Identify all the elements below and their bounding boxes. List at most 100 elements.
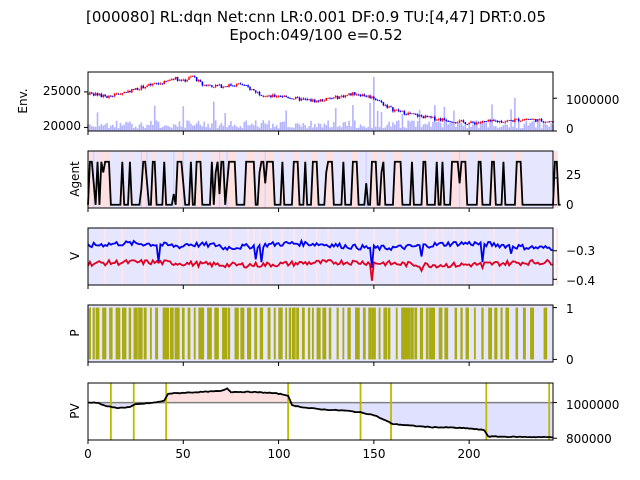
- action-band: [189, 228, 192, 285]
- p-bar: [444, 307, 449, 360]
- p-bar: [296, 307, 300, 360]
- volume-bar: [195, 123, 198, 131]
- volume-bar: [218, 125, 221, 131]
- candle-body: [363, 94, 366, 97]
- p-bar: [406, 307, 410, 360]
- candle-body: [388, 106, 390, 108]
- xtick-0: 0: [84, 447, 92, 461]
- volume-bar: [249, 125, 251, 131]
- action-band: [258, 228, 261, 285]
- candle-body: [413, 113, 415, 115]
- candle-body: [178, 79, 181, 81]
- p-bar: [227, 307, 231, 360]
- volume-bar: [254, 120, 257, 131]
- candle-body: [434, 116, 436, 121]
- candle-body: [359, 94, 362, 97]
- p-ylabel: P: [68, 329, 82, 336]
- p-bar: [116, 307, 121, 360]
- action-band: [269, 228, 272, 285]
- volume-bar: [294, 123, 297, 131]
- volume-bar: [178, 121, 181, 131]
- candle-body: [357, 94, 360, 96]
- volume-bar: [352, 105, 354, 131]
- v-ytick-minus-0.4: −0.4: [566, 274, 595, 288]
- volume-bar: [146, 124, 148, 131]
- p-bar: [383, 307, 388, 360]
- candle-body: [228, 84, 230, 87]
- candle-body: [407, 112, 409, 115]
- candle-body: [306, 99, 308, 100]
- candle-body: [512, 120, 514, 122]
- candle-body: [529, 119, 531, 120]
- action-band: [355, 228, 358, 285]
- candle-body: [277, 96, 280, 97]
- candle-body: [123, 92, 126, 94]
- volume-bar: [312, 127, 314, 131]
- candle-body: [426, 115, 429, 118]
- candle-body: [542, 121, 545, 123]
- volume-bar: [94, 126, 97, 131]
- volume-bar: [523, 123, 526, 131]
- candle-body: [483, 121, 486, 122]
- volume-bar: [354, 120, 356, 131]
- candle-body: [205, 84, 207, 86]
- volume-bar: [220, 122, 223, 131]
- candle-body: [150, 84, 152, 86]
- p-bar: [430, 307, 436, 360]
- volume-bar: [407, 120, 409, 131]
- volume-bar: [89, 124, 91, 131]
- volume-bar: [260, 123, 263, 131]
- volume-bar: [247, 125, 249, 131]
- candle-body: [203, 84, 206, 86]
- p-bar: [223, 307, 228, 360]
- volume-bar: [329, 127, 331, 131]
- candle-body: [216, 84, 219, 86]
- action-band: [329, 151, 332, 208]
- candle-body: [195, 77, 198, 82]
- volume-bar: [474, 120, 476, 131]
- env-ylabel: Env.: [16, 88, 30, 113]
- action-band: [313, 151, 316, 208]
- volume-bar: [527, 125, 530, 131]
- volume-bar: [239, 126, 242, 131]
- candle-body: [146, 85, 148, 87]
- volume-bar: [538, 120, 541, 131]
- candle-body: [386, 105, 389, 108]
- volume-bar: [378, 127, 381, 131]
- candle-body: [151, 84, 154, 86]
- volume-bar: [111, 124, 114, 131]
- candle-body: [403, 110, 406, 115]
- candle-body: [270, 95, 272, 98]
- action-band: [220, 151, 223, 208]
- p-bar: [387, 307, 391, 360]
- p-bar: [198, 307, 203, 360]
- candle-body: [279, 96, 282, 97]
- volume-bar: [416, 121, 419, 131]
- volume-bar: [519, 128, 522, 131]
- action-band: [424, 228, 427, 285]
- volume-bar: [489, 122, 491, 131]
- candle-body: [350, 93, 352, 96]
- volume-bar: [386, 124, 389, 131]
- candle-body: [550, 121, 552, 122]
- env-frame: [87, 71, 554, 132]
- candle-body: [439, 118, 442, 121]
- candle-body: [540, 118, 543, 122]
- p-bar: [425, 307, 429, 360]
- p-bar: [530, 307, 535, 360]
- volume-bar: [113, 127, 116, 131]
- candle-body: [186, 79, 188, 82]
- action-band: [464, 228, 467, 285]
- p-bar: [522, 307, 526, 360]
- candle-body: [214, 84, 217, 87]
- volume-bar: [531, 121, 533, 131]
- candle-body: [548, 121, 550, 123]
- volume-bar: [451, 121, 453, 131]
- volume-bar: [350, 126, 352, 131]
- action-band: [178, 228, 181, 285]
- candle-body: [523, 119, 526, 121]
- candle-body: [127, 90, 129, 93]
- candle-body: [500, 121, 503, 123]
- candle-body: [102, 94, 105, 98]
- candle-body: [472, 121, 474, 123]
